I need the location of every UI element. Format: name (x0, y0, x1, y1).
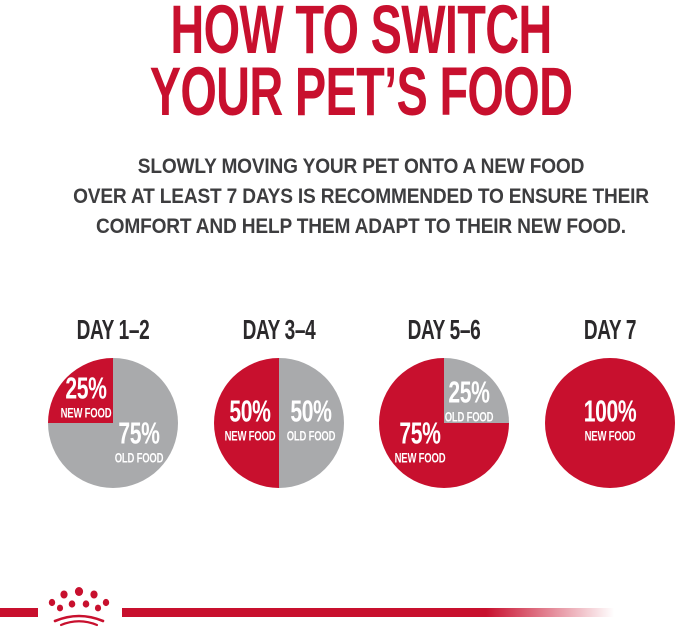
intro-text: SLOWLY MOVING YOUR PET ONTO A NEW FOOD O… (72, 152, 651, 242)
pie-chart-day-4: 100% NEW FOOD (544, 358, 675, 488)
day-column: DAY 3–4 50% NEW FOOD 50% OLD FOOD (213, 314, 344, 488)
pie-slice-label: 50% OLD FOOD (287, 396, 336, 443)
slice-food-label: NEW FOOD (584, 427, 636, 444)
slice-food-label: OLD FOOD (444, 408, 494, 425)
slice-percent: 75% (399, 415, 441, 451)
brand-stripe-left (0, 608, 38, 617)
brand-stripe-right (122, 608, 614, 617)
day-column: DAY 1–2 25% NEW FOOD 75% OLD FOOD (48, 316, 178, 488)
slice-food-label: NEW FOOD (224, 427, 276, 444)
slice-percent: 100% (583, 393, 637, 429)
slice-food-label: NEW FOOD (60, 404, 112, 421)
pie-slice-label: 75% NEW FOOD (394, 418, 445, 465)
day-label: DAY 1–2 (76, 314, 150, 345)
pie-slice-label: 100% NEW FOOD (584, 396, 637, 443)
page-title: HOW TO SWITCH YOUR PET’S FOOD (145, 0, 577, 130)
day-label: DAY 7 (583, 314, 637, 345)
slice-percent: 50% (290, 393, 333, 429)
slice-food-label: OLD FOOD (286, 427, 336, 444)
pie-slice-label: 75% OLD FOOD (115, 418, 164, 465)
slice-percent: 25% (65, 370, 107, 406)
intro-line-2: OVER AT LEAST 7 DAYS IS RECOMMENDED TO E… (73, 185, 649, 208)
pie-row: DAY 1–2 25% NEW FOOD 75% OLD FOOD DAY 3–4 50% N… (48, 316, 675, 488)
slice-percent: 75% (118, 415, 160, 451)
royal-canin-crown-icon (48, 587, 110, 627)
title-line-2: YOUR PET’S FOOD (149, 53, 573, 130)
title-line-1: HOW TO SWITCH (170, 0, 552, 68)
intro-line-1: SLOWLY MOVING YOUR PET ONTO A NEW FOOD (137, 155, 585, 178)
pie-slice-label: 50% NEW FOOD (225, 396, 276, 443)
slice-food-label: OLD FOOD (114, 449, 164, 466)
day-label: DAY 5–6 (407, 314, 481, 345)
day-label: DAY 3–4 (242, 314, 316, 345)
slice-food-label: NEW FOOD (394, 449, 445, 466)
day-column: DAY 5–6 75% NEW FOOD 25% OLD FOOD (379, 314, 510, 488)
pie-chart-day-1: 25% NEW FOOD 75% OLD FOOD (48, 358, 178, 488)
intro-line-3: COMFORT AND HELP THEM ADAPT TO THEIR NEW… (96, 215, 626, 238)
pie-chart-day-2: 50% NEW FOOD 50% OLD FOOD (213, 358, 344, 488)
pie-chart-day-3: 75% NEW FOOD 25% OLD FOOD (379, 358, 510, 488)
slice-percent: 50% (229, 393, 271, 429)
day-column: DAY 7 100% NEW FOOD (544, 314, 675, 488)
pie-slice-label: 25% NEW FOOD (60, 372, 111, 419)
pie-slice-label: 25% OLD FOOD (445, 376, 494, 423)
slice-percent: 25% (448, 374, 490, 410)
